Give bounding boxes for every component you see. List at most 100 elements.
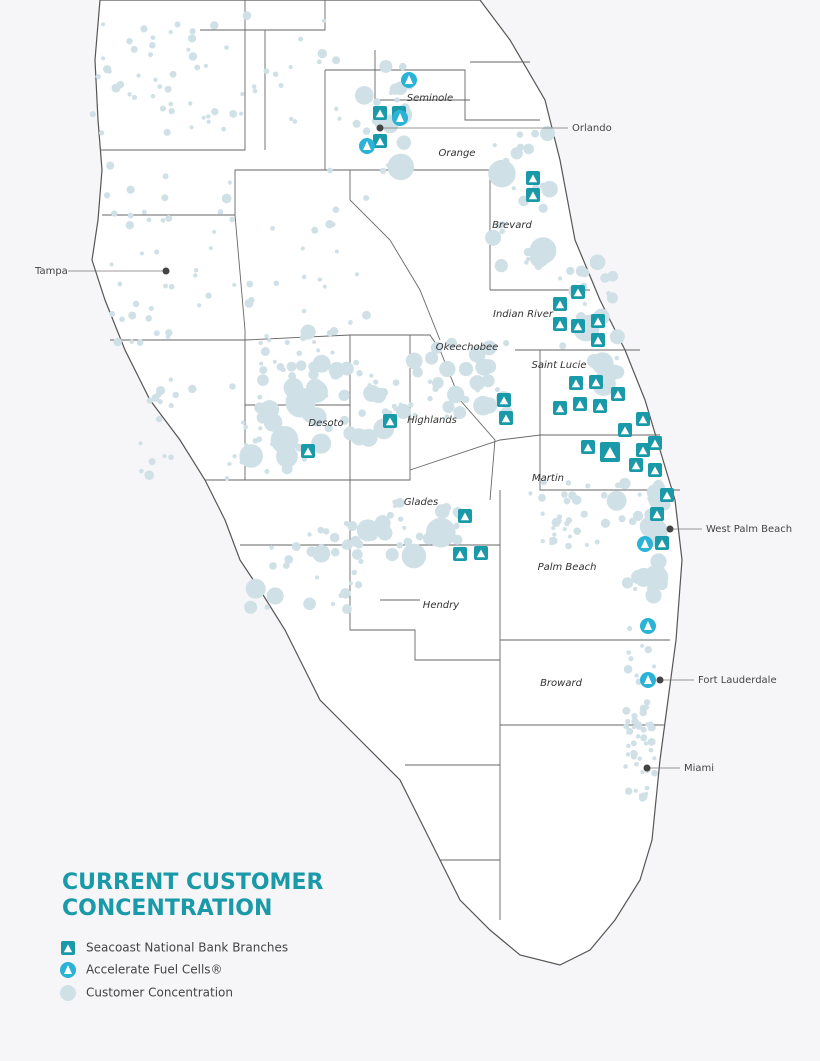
county-label: Hendry — [423, 600, 460, 611]
concentration-dot — [405, 352, 423, 370]
concentration-dot — [387, 153, 415, 181]
concentration-dot — [394, 97, 400, 103]
concentration-dot — [462, 395, 470, 404]
concentration-dot — [347, 521, 358, 532]
concentration-dot — [229, 383, 236, 390]
bank-icon-glyph — [385, 417, 395, 426]
concentration-dot — [227, 180, 232, 185]
concentration-dot — [243, 424, 249, 430]
concentration-dot — [630, 740, 637, 747]
city-dot — [656, 676, 664, 684]
concentration-dot — [232, 282, 237, 287]
concentration-dot — [194, 64, 201, 71]
concentration-dot — [643, 699, 651, 706]
concentration-dot — [323, 528, 330, 535]
concentration-dot — [130, 45, 138, 53]
concentration-dot — [562, 527, 567, 532]
concentration-dot — [391, 403, 397, 409]
concentration-dot — [354, 272, 360, 277]
concentration-dot — [109, 262, 114, 267]
county-label: Okeechobee — [436, 342, 499, 353]
concentration-dot — [203, 63, 209, 69]
concentration-dot — [153, 330, 160, 337]
concentration-dot — [272, 71, 279, 77]
concentration-dot — [343, 426, 358, 441]
concentration-dot — [151, 393, 160, 403]
concentration-dot — [439, 360, 456, 378]
concentration-dot — [634, 567, 654, 587]
concentration-dot — [468, 345, 486, 363]
concentration-dot — [452, 534, 463, 546]
concentration-dot — [330, 350, 335, 355]
concentration-dot — [523, 260, 529, 265]
concentration-dot — [502, 339, 510, 347]
concentration-dot — [252, 438, 259, 444]
concentration-dot — [273, 280, 280, 287]
concentration-dot — [289, 116, 294, 122]
concentration-dot — [103, 192, 111, 199]
concentration-dot — [621, 577, 634, 589]
bank-icon — [618, 423, 632, 437]
concentration-dot — [396, 135, 412, 150]
concentration-dot — [338, 389, 350, 402]
concentration-dot — [540, 479, 547, 486]
concentration-dot — [312, 340, 317, 345]
bank-icon — [655, 536, 669, 550]
concentration-dot — [453, 522, 460, 530]
concentration-dot — [244, 298, 254, 308]
concentration-dot — [301, 274, 307, 280]
concentration-dot — [139, 251, 144, 256]
concentration-dot — [290, 452, 297, 459]
concentration-dot — [634, 761, 639, 767]
bank-icon — [650, 507, 664, 521]
concentration-dot — [157, 84, 163, 89]
concentration-dot — [150, 93, 156, 99]
bank-icon-glyph — [555, 300, 565, 309]
concentration-dot — [492, 143, 497, 148]
legend-dot — [60, 985, 76, 1001]
concentration-dot — [517, 143, 525, 151]
concentration-dot — [559, 342, 567, 350]
concentration-dot — [447, 385, 465, 404]
concentration-dot — [644, 785, 650, 791]
concentration-dot — [511, 186, 516, 191]
concentration-dot — [317, 526, 325, 534]
bank-icon-glyph — [573, 322, 583, 331]
concentration-dot — [340, 588, 351, 599]
concentration-dot — [525, 256, 531, 262]
concentration-dot — [186, 47, 191, 52]
concentration-dot — [381, 408, 390, 416]
concentration-dot — [432, 377, 444, 389]
concentration-dot — [243, 442, 249, 448]
concentration-dot — [168, 377, 173, 382]
concentration-dot — [258, 340, 263, 346]
concentration-dot — [567, 534, 572, 539]
concentration-dot — [529, 248, 549, 268]
concentration-dot — [260, 347, 270, 356]
concentration-dot — [227, 461, 232, 466]
concentration-dot — [599, 359, 605, 366]
concentration-dot — [549, 536, 555, 543]
concentration-dot — [638, 793, 644, 798]
concentration-dot — [224, 45, 229, 50]
concentration-dot — [101, 22, 106, 27]
county-label: Desoto — [308, 418, 343, 429]
concentration-dot — [292, 119, 298, 124]
concentration-dot — [523, 143, 535, 155]
concentration-dot — [353, 359, 359, 366]
bank-icon — [499, 411, 513, 425]
title-line: CONCENTRATION — [62, 896, 272, 921]
concentration-dot — [284, 339, 290, 345]
fuel-cell-glyph — [363, 141, 371, 150]
concentration-dot — [197, 303, 202, 308]
concentration-dot — [551, 517, 561, 527]
concentration-dot — [619, 484, 624, 489]
concentration-dot — [206, 119, 211, 124]
concentration-dot — [136, 73, 141, 78]
concentration-dot — [128, 311, 137, 320]
concentration-dot — [625, 718, 631, 725]
bank-icon-glyph — [476, 549, 486, 558]
concentration-dot — [441, 503, 452, 513]
concentration-dot — [322, 18, 327, 23]
concentration-dot — [281, 463, 293, 475]
